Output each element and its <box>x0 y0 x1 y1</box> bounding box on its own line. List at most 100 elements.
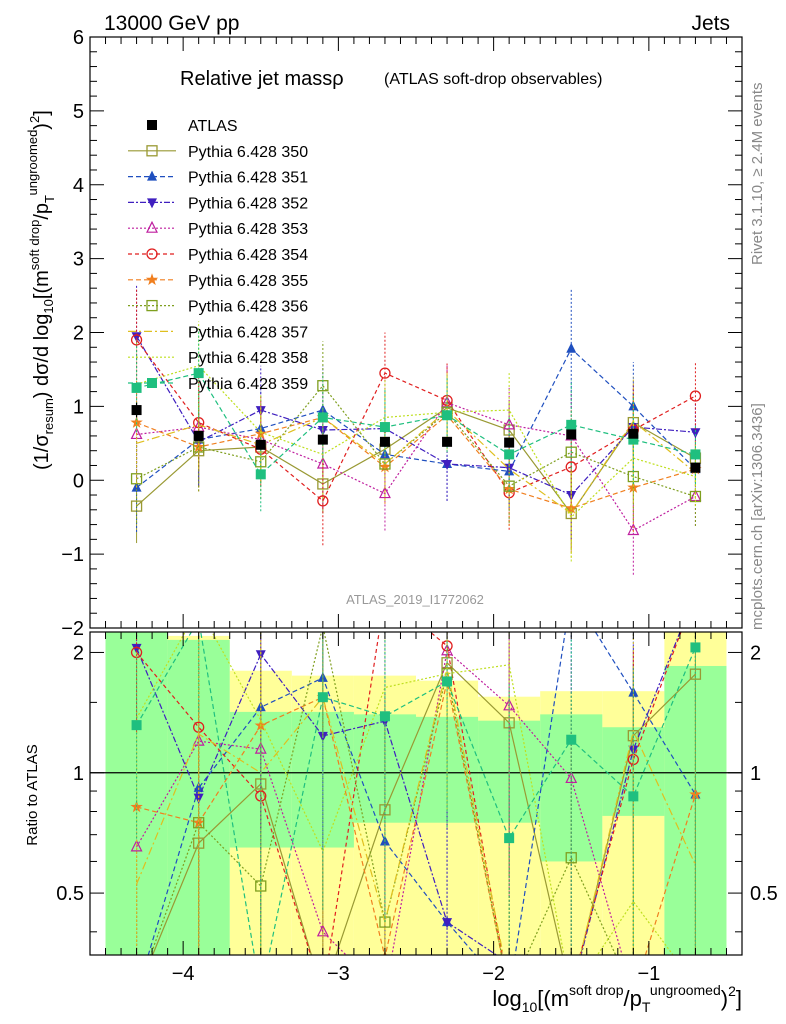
ylabel-top: (1/σresum) dσ/d log10[(msoft drop/pTungr… <box>25 110 57 470</box>
chart-subtitle: (ATLAS soft-drop observables) <box>384 71 602 88</box>
legend-label: Pythia 6.428 357 <box>188 324 308 341</box>
series-point <box>130 334 143 346</box>
ratio-point <box>131 643 142 654</box>
y-tick-label: 2 <box>73 323 84 345</box>
series-point <box>690 449 701 460</box>
ratio-point <box>379 711 390 722</box>
legend-label: Pythia 6.428 354 <box>188 247 308 264</box>
ratio-tick-label-right: 1 <box>750 763 761 785</box>
y-tick-label: 0 <box>73 470 84 492</box>
ratio-point <box>318 989 328 999</box>
y-tick-label: 5 <box>73 101 84 123</box>
ratio-point <box>380 988 390 998</box>
legend-marker <box>146 248 158 260</box>
series-point <box>378 486 391 499</box>
ratio-point <box>317 692 328 703</box>
legend-label: Pythia 6.428 350 <box>188 144 308 161</box>
ratio-point <box>132 989 142 999</box>
series-line <box>136 365 696 519</box>
ratio-point <box>130 839 143 852</box>
ratio-point <box>690 588 700 598</box>
legend-label: Pythia 6.428 352 <box>188 195 308 212</box>
ratio-point <box>566 587 576 597</box>
data-point <box>690 462 701 473</box>
analysis-id: ATLAS_2019_I1772062 <box>346 592 484 607</box>
legend-marker <box>147 198 157 209</box>
legend-label: ATLAS <box>188 118 238 135</box>
series-ratio-line <box>136 668 696 955</box>
series-point <box>379 367 391 379</box>
legend-marker <box>147 120 157 130</box>
rivet-label: Rivet 3.1.10, ≥ 2.4M events <box>749 83 766 266</box>
ratio-point <box>255 650 266 661</box>
series-line <box>136 347 696 489</box>
ratio-point <box>442 918 453 929</box>
ratio-point <box>690 642 701 653</box>
data-point <box>255 439 266 450</box>
ratio-point <box>193 793 204 804</box>
legend-marker <box>146 220 158 233</box>
series-point <box>504 449 515 460</box>
series-line <box>136 409 696 515</box>
legend-label: Pythia 6.428 359 <box>188 376 308 393</box>
series-point <box>131 332 142 343</box>
series-line <box>136 384 696 498</box>
data-point <box>317 434 328 445</box>
ratio-point <box>504 959 514 969</box>
y-tick-label: 1 <box>73 396 84 418</box>
series-point <box>442 459 453 470</box>
x-tick-label: −3 <box>327 963 350 985</box>
series-point <box>317 495 329 507</box>
series-line <box>136 339 696 502</box>
legend-marker <box>145 273 159 286</box>
x-tick-label: −2 <box>482 963 505 985</box>
legend-label: Pythia 6.428 356 <box>188 299 308 316</box>
series-point <box>378 460 392 473</box>
ratio-tick-label-right: 2 <box>750 642 761 664</box>
series-point <box>503 417 516 430</box>
ratio-point <box>442 676 453 687</box>
ratio-point <box>566 734 577 745</box>
series-ratio-line <box>136 632 682 955</box>
series-ratio-line <box>147 632 696 955</box>
x-tick-label: −1 <box>637 963 660 985</box>
series-point <box>193 368 204 379</box>
ratio-tick-label-left: 1 <box>73 763 84 785</box>
ratio-tick-label-left: 2 <box>73 642 84 664</box>
ratio-point <box>193 781 204 792</box>
header-left: 13000 GeV pp <box>104 12 239 35</box>
data-point <box>131 405 142 416</box>
mcplots-label: mcplots.cern.ch [arXiv:1306.3436] <box>749 403 766 630</box>
ratio-point <box>131 720 142 731</box>
series-point <box>566 419 577 430</box>
ratio-point <box>256 989 266 999</box>
legend-label: Pythia 6.428 358 <box>188 350 308 367</box>
series-point <box>627 523 640 536</box>
ratio-tick-label-left: 0.5 <box>56 883 84 905</box>
y-tick-label: 6 <box>73 27 84 49</box>
data-point <box>193 430 204 441</box>
y-tick-label: 3 <box>73 249 84 271</box>
ratio-point <box>689 788 702 800</box>
series-point <box>379 422 390 433</box>
data-point <box>442 436 453 447</box>
data-point <box>566 429 577 440</box>
series-ratio-line <box>136 649 623 955</box>
ratio-point <box>132 989 142 999</box>
data-point <box>379 436 390 447</box>
series-ratio-line <box>136 681 697 955</box>
ratio-point <box>132 988 142 998</box>
legend: ATLAS Pythia 6.428 350 Pythia 6.428 351 Pyt… <box>128 118 308 393</box>
legend-label: Pythia 6.428 351 <box>188 170 308 187</box>
legend-label: Pythia 6.428 353 <box>188 221 308 238</box>
y-tick-label: −2 <box>61 618 84 640</box>
series-point <box>131 382 142 393</box>
series-line <box>136 401 696 532</box>
series-point <box>690 428 701 439</box>
ratio-point <box>565 771 578 784</box>
ratio-point <box>504 833 515 844</box>
series-point <box>628 434 639 445</box>
series-point <box>689 390 702 402</box>
xlabel: log10[(msoft drop/pTungroomed)2] <box>492 982 742 1015</box>
